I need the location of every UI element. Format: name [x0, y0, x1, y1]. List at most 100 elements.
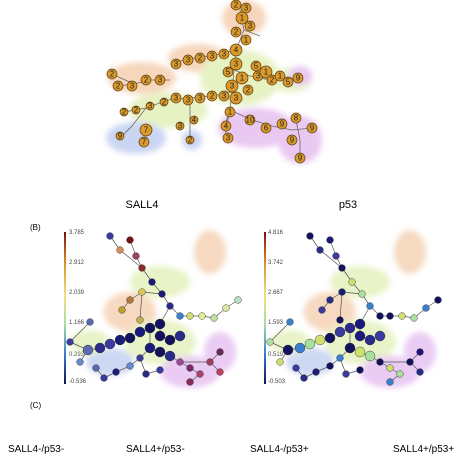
node-number: 1 — [228, 108, 233, 117]
network-node — [318, 306, 326, 314]
network-node — [304, 338, 316, 350]
network-node — [314, 334, 326, 346]
network-node — [326, 236, 334, 244]
node-number: 5 — [254, 62, 259, 71]
network-node — [216, 368, 224, 376]
network-node — [158, 290, 166, 298]
network-node — [338, 264, 346, 272]
panel-label-b: (B) — [30, 223, 41, 232]
network-node — [144, 342, 156, 354]
node-number: 1 — [240, 14, 245, 23]
network-node — [234, 296, 242, 304]
network-edge — [319, 249, 343, 269]
node-number: 3 — [148, 102, 153, 111]
network-node — [282, 344, 294, 356]
network-node — [386, 378, 394, 386]
network-node — [338, 288, 346, 296]
group-label: SALL4-/p53- — [8, 444, 64, 455]
node-number: 2 — [122, 108, 127, 117]
network-node — [292, 364, 300, 372]
cluster-halo — [304, 292, 356, 332]
node-number: 2 — [144, 76, 149, 85]
node-number: 3 — [222, 92, 227, 101]
node-number: 2 — [134, 106, 139, 115]
network-node — [76, 358, 84, 366]
network-node — [186, 312, 194, 320]
network-node — [132, 252, 140, 260]
node-number: 1 — [240, 74, 245, 83]
network-edge — [339, 291, 343, 321]
network-node — [276, 358, 284, 366]
network-node — [422, 304, 430, 312]
node-number: 3 — [248, 22, 253, 31]
network-node — [148, 278, 156, 286]
node-number: 4 — [234, 46, 239, 55]
network-node — [410, 314, 418, 322]
network-node — [356, 366, 364, 374]
network-node — [316, 246, 324, 254]
node-number: 2 — [110, 70, 115, 79]
node-number: 9 — [296, 74, 301, 83]
network-node — [374, 330, 386, 342]
network-node — [106, 232, 114, 240]
network-node — [406, 358, 414, 366]
network-node — [216, 348, 224, 356]
network-node — [336, 354, 344, 362]
node-number: 3 — [174, 94, 179, 103]
network-node — [86, 318, 94, 326]
node-number: 3 — [234, 94, 239, 103]
map-title-sall4: SALL4 — [125, 199, 158, 211]
node-number: 3 — [130, 82, 135, 91]
scale-tick: 1.593 — [268, 320, 284, 326]
cluster-halo — [160, 356, 220, 388]
scale-tick: 0.519 — [268, 352, 284, 358]
scale-tick: 2.039 — [69, 290, 85, 296]
network-node — [434, 296, 442, 304]
network-node — [358, 290, 366, 298]
node-number: 6 — [264, 124, 269, 133]
node-number: 3 — [226, 134, 231, 143]
network-node — [126, 296, 134, 304]
network-node — [334, 326, 346, 338]
network-node — [66, 338, 74, 346]
network-node — [154, 330, 166, 342]
network-node — [294, 342, 306, 354]
node-number: 5 — [286, 78, 291, 87]
network-node — [104, 338, 116, 350]
network-node — [386, 312, 394, 320]
node-number: 7 — [144, 126, 149, 135]
network-node — [118, 306, 126, 314]
color-scale-p53: 4.816 3.742 2.667 1.593 0.519 -0.503 — [264, 230, 286, 385]
node-number: 1 — [278, 72, 283, 81]
network-edge — [139, 291, 143, 321]
node-number: 9 — [310, 124, 315, 133]
network-node — [266, 338, 274, 346]
network-node — [306, 232, 314, 240]
node-number: 3 — [186, 96, 191, 105]
scale-tick: 4.816 — [268, 230, 284, 236]
node-number: 3 — [256, 72, 261, 81]
cluster-halo — [104, 292, 156, 332]
expression-map-p53 — [266, 230, 442, 388]
node-number: 4 — [192, 116, 197, 125]
node-number: 3 — [186, 56, 191, 65]
network-node — [222, 304, 230, 312]
group-label: SALL4+/p53- — [126, 444, 185, 455]
node-number: 3 — [210, 52, 215, 61]
network-node — [366, 302, 374, 310]
map-halos — [270, 230, 436, 388]
network-node — [398, 312, 406, 320]
network-node — [154, 318, 166, 330]
network-node — [206, 358, 214, 366]
node-number: 3 — [198, 94, 203, 103]
network-node — [176, 312, 184, 320]
network-node — [92, 364, 100, 372]
node-number: 2 — [210, 92, 215, 101]
node-number: 2 — [270, 76, 275, 85]
group-label: SALL4+/p53+ — [393, 444, 454, 455]
network-node — [416, 368, 424, 376]
map-title-p53: p53 — [339, 199, 357, 211]
network-node — [164, 334, 176, 346]
node-number: 3 — [244, 4, 249, 13]
